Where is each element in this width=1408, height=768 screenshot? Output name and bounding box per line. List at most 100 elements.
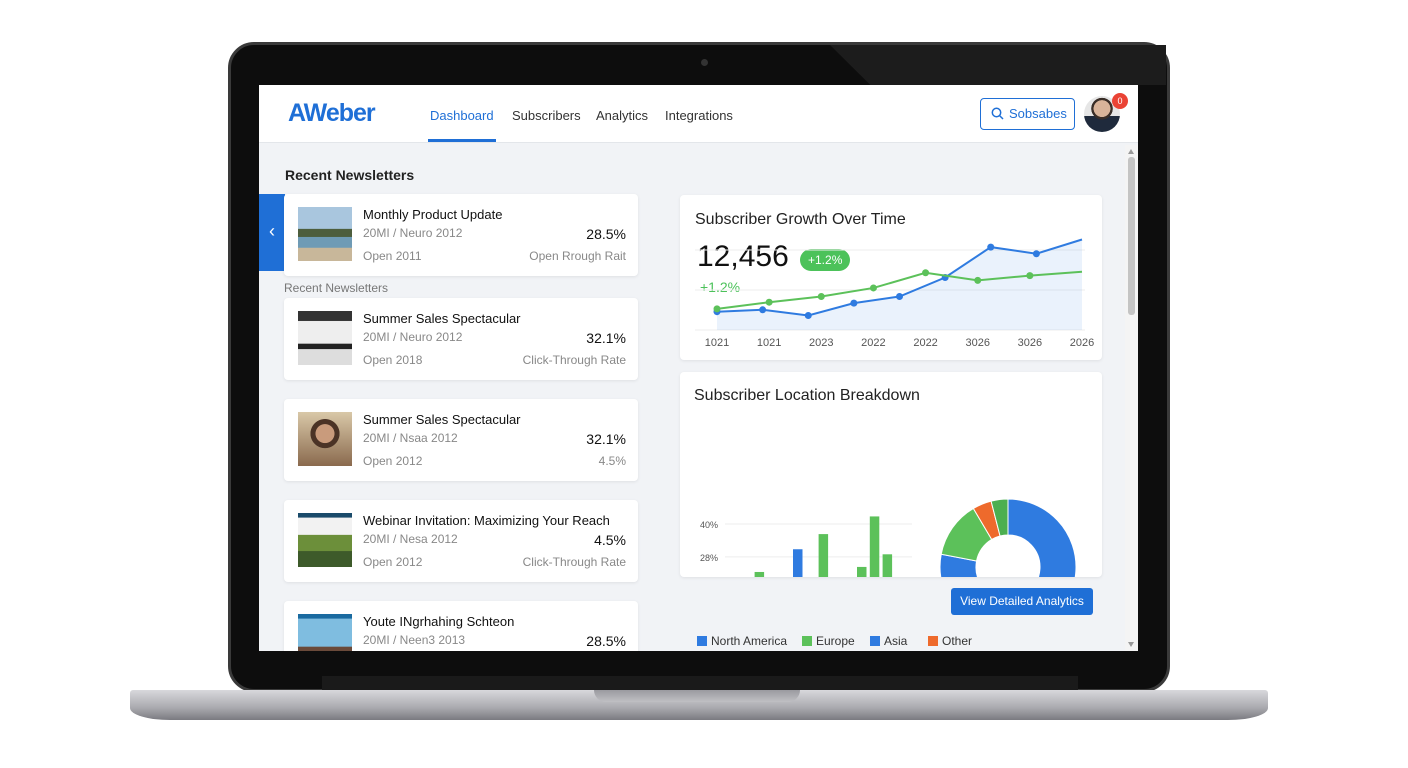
x-tick-label: 3026 (1018, 337, 1042, 349)
x-tick-label: 3026 (965, 337, 989, 349)
notification-badge[interactable]: 0 (1112, 93, 1128, 109)
laptop-notch (594, 690, 800, 702)
newsletter-open: Open 2018 (363, 353, 423, 367)
nav-subscribers[interactable]: Subscribers (512, 108, 581, 123)
newsletter-card[interactable]: Webinar Invitation: Maximizing Your Reac… (284, 500, 638, 582)
data-point (713, 305, 721, 313)
laptop-hinge (322, 676, 1078, 690)
newsletter-title: Monthly Product Update (363, 207, 503, 222)
location-legend: North America Europe Asia Other (697, 634, 988, 648)
legend-label: Other (942, 634, 973, 648)
data-point (987, 243, 995, 251)
newsletter-value: 32.1% (586, 330, 626, 346)
camera (701, 59, 708, 66)
newsletter-date: 20MI / Nsaa 2012 (363, 431, 458, 445)
newsletter-value: 28.5% (586, 226, 626, 242)
nav-integrations[interactable]: Integrations (665, 108, 733, 123)
newsletter-open: Open 2012 (363, 555, 423, 569)
newsletter-metric: 4.5% (598, 454, 626, 468)
legend-swatch (697, 636, 707, 646)
newsletter-card[interactable]: Summer Sales Spectacular 20MI / Nsaa 201… (284, 399, 638, 481)
data-point (974, 276, 982, 284)
growth-line-chart: 1021 1021 2023 2022 2022 3026 3026 2026 (695, 238, 1094, 349)
data-point (850, 299, 858, 307)
donut-slice (939, 498, 1077, 577)
chevron-left-icon: ‹ (269, 221, 275, 241)
data-point (804, 312, 812, 319)
y-tick-label: 28% (700, 553, 718, 563)
newsletter-metric: Click-Through Rate (522, 353, 626, 367)
search-label: Sobsabes (1009, 106, 1067, 121)
legend-item: North America (697, 634, 802, 648)
x-tick-label: 2022 (913, 337, 937, 349)
growth-card: Subscriber Growth Over Time 12,456 +1.2%… (680, 195, 1102, 360)
logo[interactable]: AWeber (288, 99, 376, 127)
bar (869, 516, 880, 577)
newsletter-metric: Open Rrough Rait (529, 249, 626, 263)
newsletter-value: 28.5% (586, 633, 626, 649)
top-navbar: AWeber Dashboard Subscribers Analytics I… (259, 85, 1138, 143)
newsletter-date: 20MI / Neuro 2012 (363, 330, 463, 344)
data-point (1032, 250, 1040, 258)
newsletter-value: 32.1% (586, 431, 626, 447)
x-tick-label: 2026 (1070, 337, 1094, 349)
legend-swatch (802, 636, 812, 646)
legend-swatch (928, 636, 938, 646)
newsletters-title: Recent Newsletters (285, 167, 415, 183)
data-point (765, 298, 773, 306)
location-card: Subscriber Location Breakdown 40%28%13%0… (680, 372, 1102, 577)
newsletter-open: Open 2011 (363, 249, 422, 263)
newsletter-thumbnail (298, 311, 352, 365)
newsletter-card[interactable]: Monthly Product Update 20MI / Neuro 2012… (284, 194, 638, 276)
newsletter-value: 4.5% (594, 532, 626, 548)
legend-label: Asia (884, 634, 908, 648)
growth-title: Subscriber Growth Over Time (695, 211, 906, 228)
data-point (896, 293, 903, 300)
newsletter-title: Youte INgrhahing Schteon (363, 614, 515, 629)
scroll-down-icon[interactable] (1128, 642, 1134, 647)
bar (754, 571, 765, 577)
data-point (922, 269, 930, 277)
bar (793, 549, 803, 577)
legend-item: Europe (802, 634, 870, 648)
newsletter-thumbnail (298, 207, 352, 261)
x-tick-label: 2022 (861, 337, 885, 349)
newsletter-open: Open 2012 (363, 454, 423, 468)
series-line (716, 270, 1083, 310)
area-fill (717, 239, 1082, 330)
legend-label: Europe (816, 634, 855, 648)
previous-button[interactable]: ‹ (259, 194, 285, 271)
search-button[interactable]: Sobsabes (980, 98, 1075, 130)
data-point (1026, 272, 1034, 280)
newsletter-thumbnail (298, 412, 352, 466)
bezel-glare (830, 45, 1166, 85)
screen: AWeber Dashboard Subscribers Analytics I… (259, 85, 1138, 651)
subscriber-total: 12,456 (697, 240, 789, 273)
scroll-up-icon[interactable] (1128, 149, 1134, 154)
data-point (869, 284, 877, 292)
newsletter-thumbnail (298, 513, 352, 567)
location-bar-chart: 40%28%13%028to83304sia2036 (700, 498, 1077, 577)
newsletter-title: Webinar Invitation: Maximizing Your Reac… (363, 513, 610, 528)
newsletters-subtitle: Recent Newsletters (284, 281, 389, 295)
nav-dashboard[interactable]: Dashboard (430, 108, 494, 123)
donut-slice (990, 498, 1009, 537)
nav-analytics[interactable]: Analytics (596, 108, 649, 123)
y-tick-label: 40% (700, 520, 718, 530)
newsletter-date: 20MI / Nesa 2012 (363, 532, 458, 546)
legend-item: Other (928, 634, 988, 648)
scrollbar-thumb[interactable] (1128, 157, 1135, 315)
newsletter-metric: Click-Through Rate (522, 555, 626, 569)
data-point (759, 306, 767, 314)
newsletter-title: Summer Sales Spectacular (363, 311, 521, 326)
view-detailed-analytics-button[interactable]: View Detailed Analytics (951, 588, 1093, 615)
growth-badge: +1.2% (800, 249, 851, 271)
bar (882, 554, 893, 577)
search-icon (991, 107, 1004, 120)
newsletter-card[interactable]: Summer Sales Spectacular 20MI / Neuro 20… (284, 298, 638, 380)
growth-change: +1.2% (700, 279, 741, 295)
newsletter-title: Summer Sales Spectacular (363, 412, 521, 427)
x-tick-label: 1021 (705, 337, 729, 349)
bar (818, 534, 829, 577)
newsletter-card[interactable]: Youte INgrhahing Schteon 20MI / Neen3 20… (284, 601, 638, 651)
